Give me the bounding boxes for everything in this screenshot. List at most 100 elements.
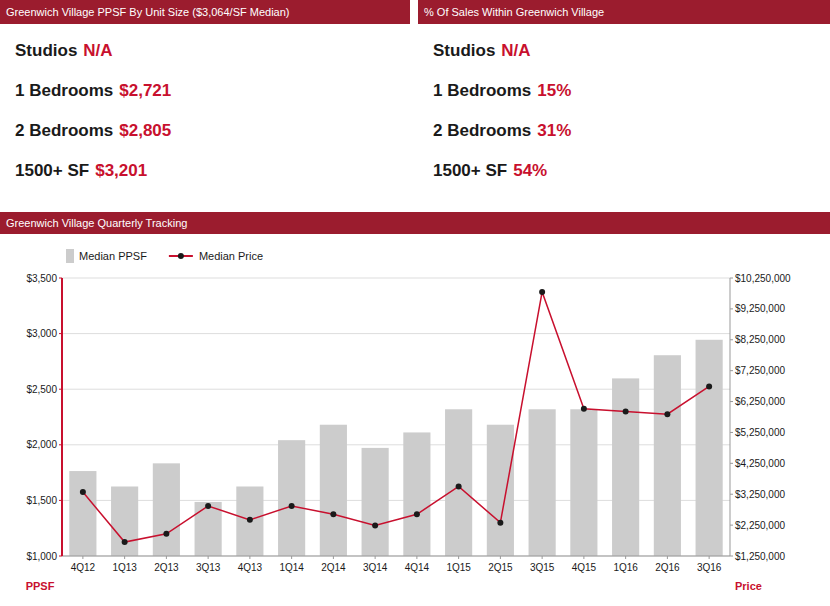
y2-tick-label: $1,250,000 — [735, 551, 785, 562]
legend-label: Median Price — [199, 250, 263, 262]
x-tick — [500, 556, 501, 559]
point — [247, 517, 253, 523]
chart-title: Greenwich Village Quarterly Tracking — [6, 217, 187, 229]
y-axis-line — [61, 278, 63, 556]
row-value: $3,201 — [95, 161, 147, 180]
x-tick-label: 4Q13 — [238, 562, 263, 573]
bar — [69, 471, 96, 556]
bar — [236, 487, 263, 557]
y-tick — [59, 556, 62, 557]
background — [0, 0, 830, 606]
y-tick — [59, 333, 62, 334]
bar — [654, 355, 681, 556]
x-tick — [249, 556, 250, 559]
bar — [487, 425, 514, 556]
row-label: 1 Bedrooms — [433, 81, 531, 100]
x-tick — [291, 556, 292, 559]
x-tick-label: 1Q15 — [446, 562, 471, 573]
chart-root: Greenwich Village PPSF By Unit Size ($3,… — [0, 0, 830, 606]
bar — [529, 409, 556, 556]
panel-title: % Of Sales Within Greenwich Village — [424, 6, 604, 18]
x-tick — [166, 556, 167, 559]
row-label: Studios — [433, 41, 495, 60]
y2-axis-line — [730, 278, 731, 556]
y-tick-label: $1,000 — [26, 551, 57, 562]
y2-tick — [730, 463, 733, 464]
x-tick-label: 4Q12 — [71, 562, 96, 573]
y-tick — [59, 500, 62, 501]
x-tick-label: 1Q14 — [279, 562, 304, 573]
y2-axis-label: Price — [735, 580, 762, 592]
row-value: N/A — [501, 41, 530, 60]
x-tick — [458, 556, 459, 559]
panel-row: 1 Bedrooms15% — [433, 81, 571, 100]
bar — [403, 432, 430, 556]
point — [539, 289, 545, 295]
bar — [153, 463, 180, 556]
panel-header — [0, 0, 410, 24]
x-tick — [416, 556, 417, 559]
point — [664, 411, 670, 417]
y2-tick-label: $10,250,000 — [735, 273, 791, 284]
bar — [570, 409, 597, 556]
chart-header — [0, 212, 830, 234]
grid-line — [62, 556, 730, 557]
point — [623, 408, 629, 414]
bar — [195, 502, 222, 556]
y-axis-label: PPSF — [26, 580, 55, 592]
row-value: 31% — [537, 121, 571, 140]
panel-row: StudiosN/A — [15, 41, 113, 60]
y2-tick-label: $5,250,000 — [735, 427, 785, 438]
x-tick-label: 4Q14 — [405, 562, 430, 573]
x-tick-label: 4Q15 — [572, 562, 597, 573]
point — [456, 484, 462, 490]
y-tick-label: $2,000 — [26, 439, 57, 450]
x-tick — [124, 556, 125, 559]
x-tick-label: 2Q14 — [321, 562, 346, 573]
panel-row: 1500+ SF $3,201 — [15, 161, 147, 180]
x-tick — [375, 556, 376, 559]
grid-line — [62, 333, 730, 334]
grid-line — [62, 278, 730, 279]
bar — [362, 448, 389, 556]
y-tick-label: $3,000 — [26, 328, 57, 339]
y2-tick-label: $2,250,000 — [735, 520, 785, 531]
y2-tick — [730, 494, 733, 495]
x-tick — [625, 556, 626, 559]
plot-area — [69, 289, 722, 556]
x-tick-label: 2Q15 — [488, 562, 513, 573]
row-label: 1500+ SF — [15, 161, 89, 180]
bar — [612, 378, 639, 556]
point — [205, 503, 211, 509]
x-tick-label: 2Q13 — [154, 562, 179, 573]
panel-row: 1 Bedrooms$2,721 — [15, 81, 171, 100]
x-tick-label: 3Q14 — [363, 562, 388, 573]
point — [330, 511, 336, 517]
y2-tick-label: $3,250,000 — [735, 489, 785, 500]
line — [83, 292, 709, 542]
bar — [696, 340, 723, 556]
x-axis-line — [62, 556, 730, 557]
row-label: 1500+ SF — [433, 161, 507, 180]
panel-title: Greenwich Village PPSF By Unit Size ($3,… — [6, 6, 289, 18]
x-tick — [709, 556, 710, 559]
point — [163, 531, 169, 537]
y-tick-label: $2,500 — [26, 384, 57, 395]
bar — [111, 487, 138, 557]
x-tick — [333, 556, 334, 559]
y2-tick — [730, 556, 733, 557]
x-tick — [583, 556, 584, 559]
y2-tick-label: $9,250,000 — [735, 303, 785, 314]
x-tick — [667, 556, 668, 559]
x-tick — [82, 556, 83, 559]
point — [497, 520, 503, 526]
panel-header — [418, 0, 830, 24]
legend-label: Median PPSF — [79, 250, 147, 262]
row-label: 2 Bedrooms — [15, 121, 113, 140]
y2-tick-label: $4,250,000 — [735, 458, 785, 469]
row-value: 54% — [513, 161, 547, 180]
y-tick — [59, 389, 62, 390]
panel-row: 2 Bedrooms$2,805 — [15, 121, 171, 140]
row-label: 2 Bedrooms — [433, 121, 531, 140]
point — [414, 511, 420, 517]
